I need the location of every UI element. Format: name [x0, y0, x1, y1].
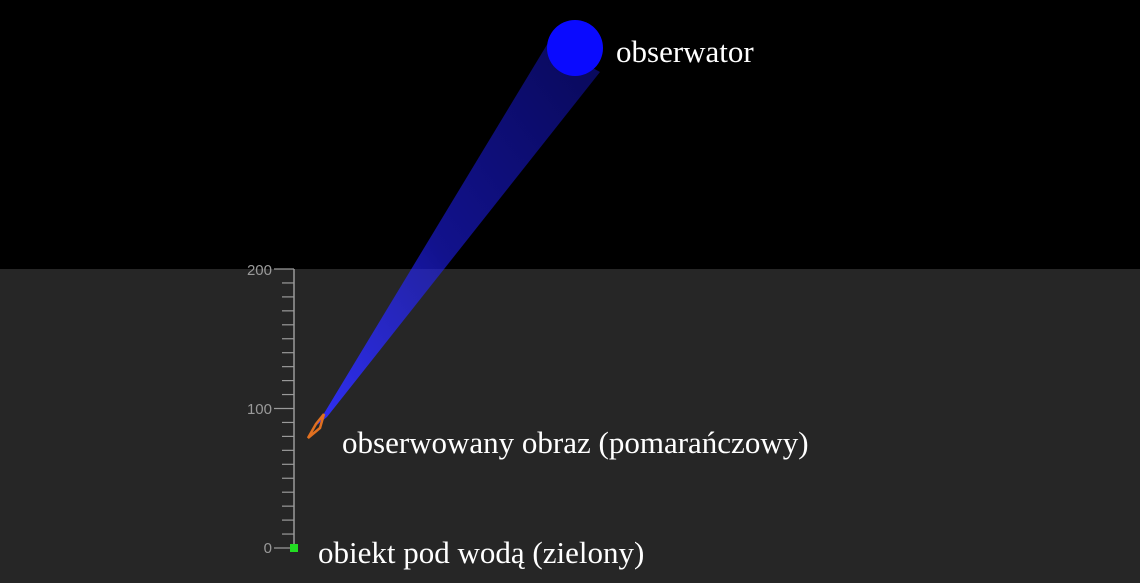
observed-image-marker [306, 413, 326, 439]
depth-ruler: 200 100 0 [247, 262, 295, 557]
sight-beam [317, 43, 600, 425]
observer-marker [547, 20, 603, 76]
water-region [0, 269, 1140, 583]
ruler-tick-label-200: 200 [247, 262, 272, 279]
ruler-tick-label-100: 100 [247, 401, 272, 418]
underwater-object-marker [290, 544, 298, 552]
observer-label: obserwator [616, 34, 754, 69]
observed-image-label: obserwowany obraz (pomarańczowy) [342, 425, 809, 460]
ruler-tick-label-0: 0 [264, 540, 272, 557]
underwater-object-label: obiekt pod wodą (zielony) [318, 535, 644, 570]
